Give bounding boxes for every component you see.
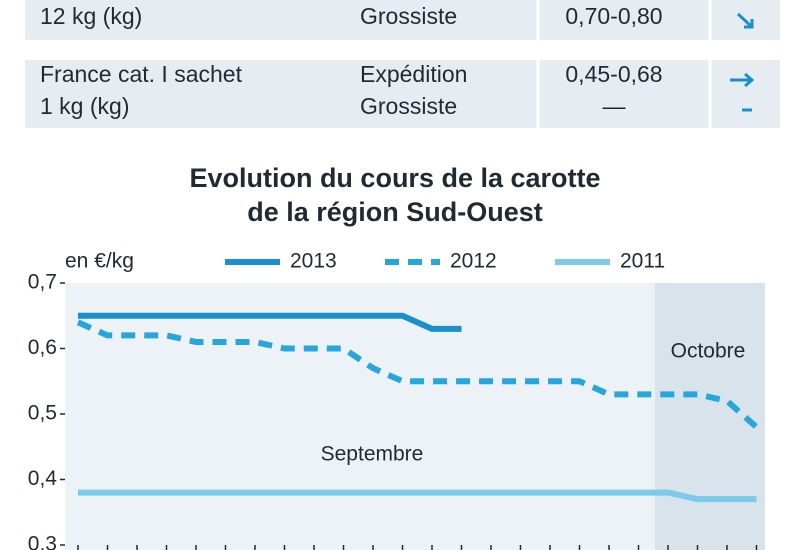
- table-row-bg: [25, 0, 780, 40]
- annotation: Septembre: [321, 443, 424, 466]
- legend-label: 2011: [620, 250, 665, 273]
- y-tick-label: 0,6: [28, 336, 57, 359]
- table-cell: 1 kg (kg): [40, 93, 129, 119]
- series-line: [78, 489, 757, 503]
- annotation: Octobre: [671, 340, 746, 363]
- trend-flat-icon: [730, 72, 755, 88]
- y-axis-label: en €/kg: [65, 250, 134, 273]
- plot-area: [65, 283, 765, 550]
- y-tick-label: 0,7: [28, 271, 57, 294]
- table-cell: Grossiste: [360, 3, 457, 29]
- table-cell: 12 kg (kg): [40, 3, 142, 29]
- table-cell: 0,45-0,68: [565, 61, 662, 87]
- series-line: [76, 319, 759, 430]
- legend-label: 2013: [290, 250, 337, 273]
- chart-title: Evolution du cours de la carotte: [189, 163, 600, 193]
- y-tick-label: 0,3: [28, 533, 57, 550]
- trend-down-icon: [736, 12, 754, 29]
- table-cell: 0,70-0,80: [565, 3, 662, 29]
- series-line: [78, 312, 462, 332]
- table-cell: —: [603, 93, 626, 119]
- chart-subtitle: de la région Sud-Ouest: [247, 197, 543, 227]
- table-cell: Grossiste: [360, 93, 457, 119]
- legend-label: 2012: [450, 250, 497, 273]
- y-tick-label: 0,5: [28, 402, 57, 425]
- table-cell: France cat. I sachet: [40, 61, 243, 87]
- table-cell: Expédition: [360, 61, 467, 87]
- table-row-bg: [25, 60, 780, 128]
- y-tick-label: 0,4: [28, 467, 58, 490]
